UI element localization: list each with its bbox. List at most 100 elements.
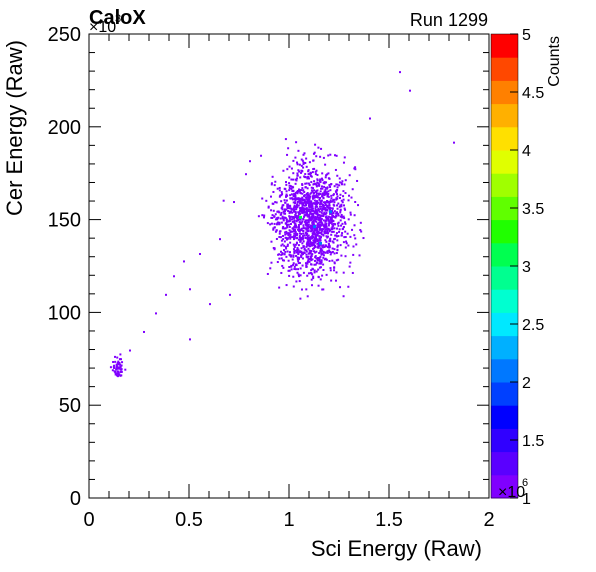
heatmap-bin [301,192,304,195]
heatmap-bin [341,232,344,235]
heatmap-bin [318,221,321,224]
heatmap-bin [323,211,326,214]
heatmap-bin [281,206,284,209]
heatmap-bin [297,215,300,218]
heatmap-bin [283,227,286,230]
heatmap-bin [297,244,300,247]
heatmap-bin [323,231,326,234]
heatmap-bin [317,216,320,219]
heatmap-bin [304,196,307,199]
heatmap-bin [338,184,341,187]
heatmap-bin [298,163,301,166]
heatmap-bin [286,245,289,248]
heatmap-bin [281,193,284,196]
heatmap-bin [261,214,264,217]
heatmap-bin [280,194,283,197]
y-tick-label: 250 [48,24,81,46]
heatmap-bin [287,210,290,213]
heatmap-bin [291,211,294,214]
heatmap-bin [296,190,299,193]
heatmap-bin [302,271,305,274]
heatmap-bin [281,259,284,262]
heatmap-bin [317,182,320,185]
heatmap-bin [296,203,299,206]
heatmap-bin [114,355,117,358]
heatmap-bin [287,269,290,272]
heatmap-bin [316,233,319,236]
heatmap-bin [311,171,314,174]
heatmap-bin [324,228,327,231]
heatmap-bin [271,175,274,178]
heatmap-bin [315,185,318,188]
heatmap-bin [355,243,358,246]
heatmap-bin [300,202,303,205]
heatmap-bin [308,194,311,197]
heatmap-bin [330,228,333,231]
heatmap-bin [306,230,309,233]
heatmap-bin [274,201,277,204]
heatmap-bin [275,237,278,240]
heatmap-bin [344,246,347,249]
heatmap-bin [295,226,298,229]
heatmap-bin [322,206,325,209]
heatmap-bin [288,176,291,179]
colorbar-tick-label: 1 [522,491,531,508]
heatmap-bin [333,227,336,230]
heatmap-bin [292,207,295,210]
heatmap-bin [295,208,298,211]
heatmap-bin [306,256,309,259]
heatmap-bin [309,224,312,227]
heatmap-bin [310,229,313,232]
heatmap-bin [117,373,120,376]
heatmap-bin [286,153,289,156]
heatmap-bin [309,204,312,207]
colorbar-segment [491,428,518,453]
heatmap-bin [312,241,315,244]
heatmap-bin [316,261,319,264]
heatmap-bin [283,253,286,256]
heatmap-bin [307,175,310,178]
heatmap-bin [303,234,306,237]
heatmap-bin [321,172,324,175]
heatmap-bin [305,193,308,196]
heatmap-bin [310,254,313,257]
heatmap-bin [282,210,285,213]
heatmap-bin [309,239,312,242]
heatmap-bin [311,258,314,261]
heatmap-bin [295,219,298,222]
heatmap-bin [399,71,401,74]
heatmap-bin [342,271,345,274]
heatmap-bin [297,197,300,200]
heatmap-bin [306,262,309,265]
heatmap-bin [284,181,287,184]
heatmap-bin [319,190,322,193]
heatmap-bin [290,268,293,271]
heatmap-bin [306,274,309,277]
heatmap-bin [326,251,329,254]
heatmap-bin [155,312,157,315]
heatmap-bin [321,179,324,182]
heatmap-bin [334,168,337,171]
heatmap-bin [295,251,298,254]
heatmap-bin [297,190,300,193]
heatmap-bin [286,250,289,253]
heatmap-bin [328,204,331,207]
heatmap-bin [324,163,327,166]
heatmap-bin [297,204,300,207]
heatmap-bin [307,259,310,262]
heatmap-bin [331,250,334,253]
heatmap-bin [320,187,323,190]
heatmap-bin [280,239,283,242]
heatmap-bin [289,230,292,233]
heatmap-bin [334,216,337,219]
heatmap-bin [294,243,297,246]
heatmap-bin [333,238,336,241]
heatmap-bin [310,242,313,245]
heatmap-bin [336,227,339,230]
heatmap-bin [322,197,325,200]
heatmap-bin [115,367,118,370]
heatmap-bin [313,271,316,274]
heatmap-bin [294,199,297,202]
y-exponent-power: 3 [115,13,121,25]
heatmap-bin [330,279,333,282]
